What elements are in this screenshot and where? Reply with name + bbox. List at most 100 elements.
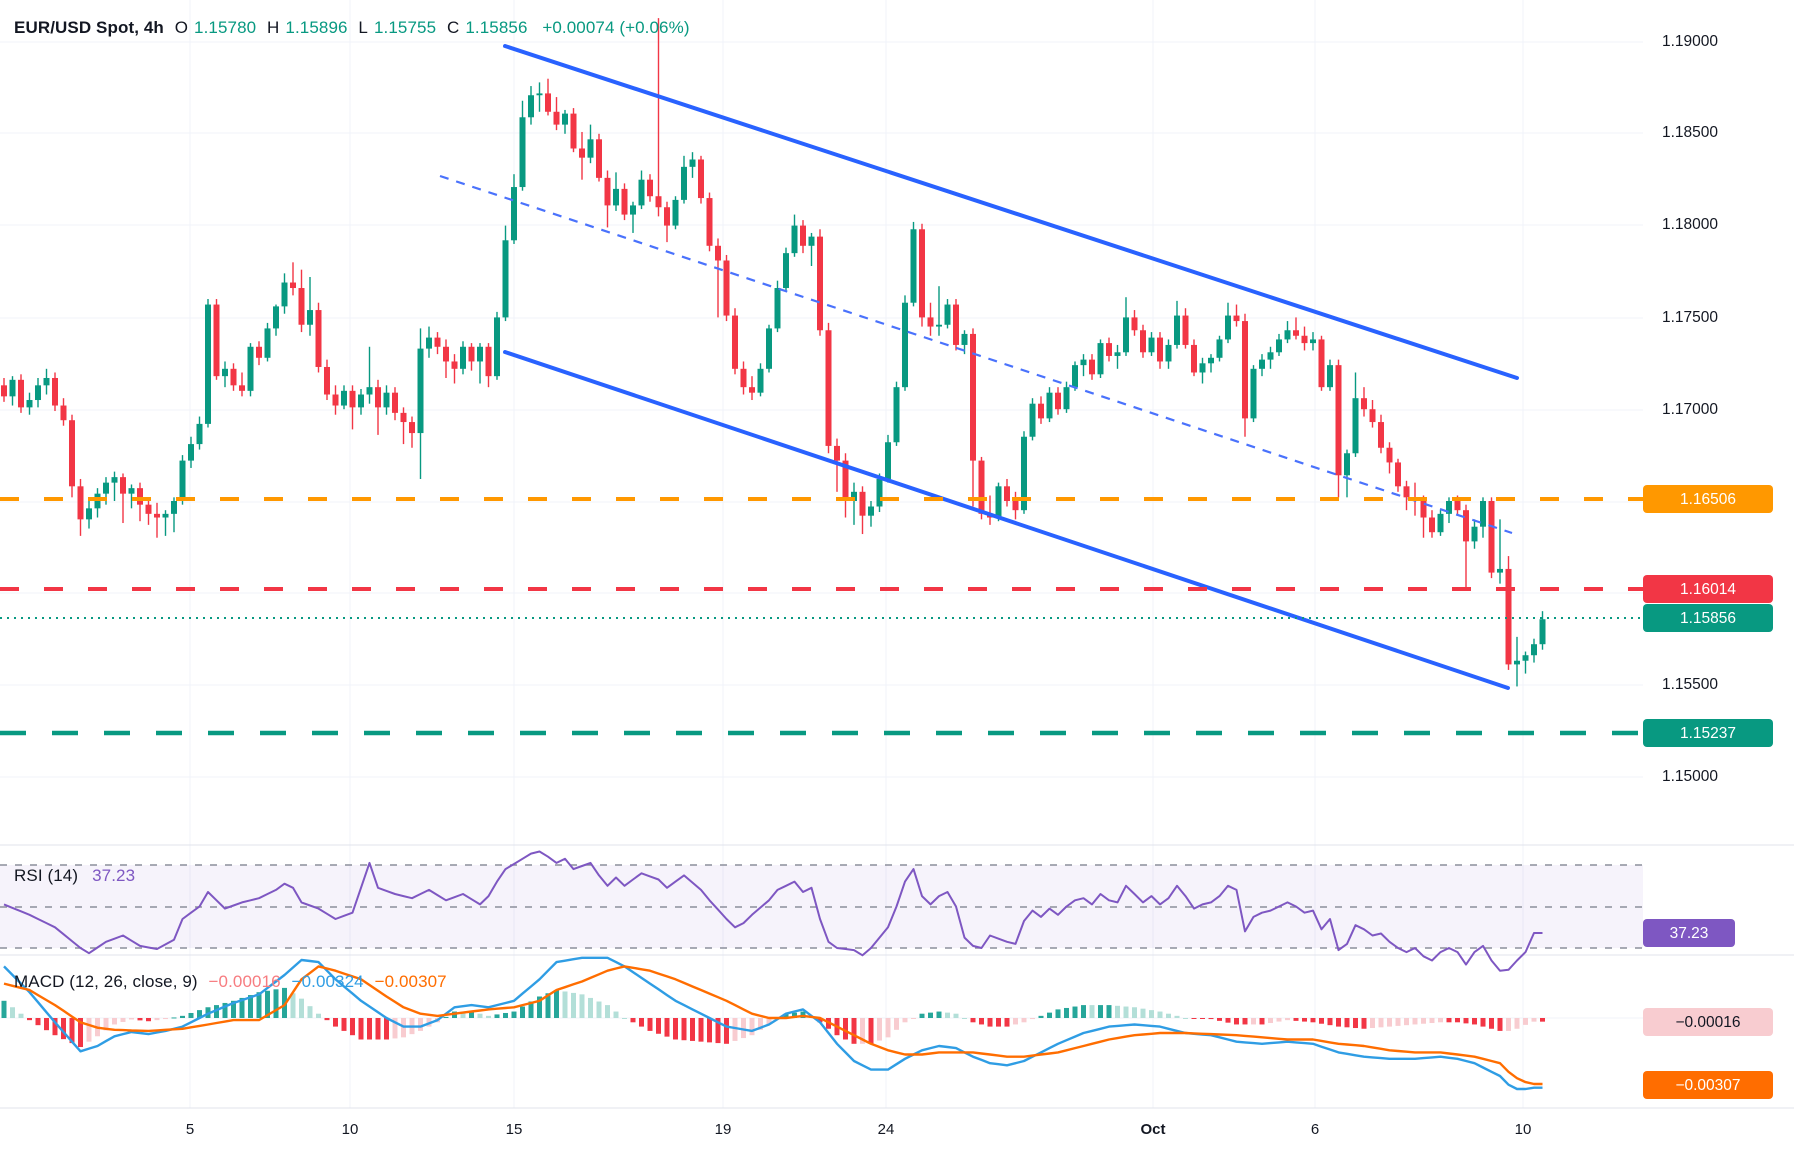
candle	[1369, 409, 1376, 423]
price-badge-1.16014: 1.16014	[1643, 575, 1773, 603]
rsi-legend[interactable]: RSI (14) 37.23	[14, 866, 141, 886]
macd-hist-bar	[571, 992, 576, 1018]
candle	[834, 445, 840, 461]
candle	[171, 501, 177, 514]
macd-hist-bar	[197, 1010, 202, 1018]
macd-hist-bar	[375, 1018, 381, 1040]
price-axis[interactable]: 1.19000 1.18500 1.18000 1.17500 1.17000 1.155…	[1643, 33, 1773, 1099]
candle	[1344, 453, 1350, 476]
macd-hist-bar	[214, 1005, 219, 1018]
macd-legend[interactable]: MACD (12, 26, close, 9) −0.00016 −0.0032…	[14, 972, 453, 992]
macd-hist-bar	[707, 1018, 712, 1043]
candles	[1, 18, 1546, 687]
svg-text:−0.00016: −0.00016	[1675, 1014, 1740, 1031]
macd-hist-bar	[324, 1018, 330, 1021]
candle	[443, 346, 449, 362]
macd-hist-bar	[443, 1016, 449, 1018]
macd-hist-bar	[486, 1015, 491, 1018]
candle	[740, 368, 747, 388]
macd-hist-bar	[1455, 1018, 1460, 1023]
candle	[766, 328, 772, 369]
candle	[579, 148, 585, 158]
macd-hist-bar	[188, 1012, 194, 1018]
change-value: +0.00074 (+0.06%)	[542, 18, 690, 37]
candle	[341, 390, 347, 406]
candle	[808, 236, 815, 246]
candle	[1531, 644, 1537, 656]
candle	[1080, 359, 1087, 366]
candle	[1029, 403, 1036, 437]
price-label-1.15000: 1.15000	[1662, 768, 1718, 785]
candle	[1454, 501, 1461, 511]
candle	[1191, 344, 1197, 373]
macd-hist-bar	[358, 1018, 364, 1040]
candle	[111, 477, 118, 483]
macd-hist-bar	[1038, 1015, 1044, 1018]
macd-hist-bar	[885, 1018, 891, 1038]
macd-hist-bar	[792, 1012, 797, 1018]
macd-hist-bar	[970, 1018, 976, 1023]
candle	[1140, 330, 1146, 353]
macd-hist-bar	[962, 1018, 967, 1019]
macd-hist-bar	[1378, 1018, 1384, 1028]
candle	[596, 139, 602, 178]
macd-hist-bar	[1361, 1018, 1367, 1029]
macd-hist-bar	[316, 1013, 321, 1018]
candle	[375, 387, 381, 408]
macd-signal-line	[3, 965, 1543, 1086]
candle	[604, 177, 611, 206]
candle	[1250, 368, 1257, 419]
macd-hist-bar	[554, 990, 559, 1018]
macd-hist-bar	[613, 1011, 619, 1018]
candle	[477, 346, 483, 362]
candle	[800, 225, 806, 246]
macd-hist-bar	[180, 1015, 185, 1018]
candle	[1318, 339, 1325, 388]
macd-hist-bar	[290, 993, 296, 1018]
macd-hist-bar	[1115, 1005, 1120, 1018]
date-label-5: 5	[186, 1121, 194, 1138]
candle	[1225, 315, 1231, 340]
candle	[1514, 660, 1520, 665]
macd-hist-bar	[1395, 1018, 1401, 1026]
candle	[1420, 501, 1427, 518]
macd-hist-bar	[1344, 1018, 1350, 1028]
date-axis[interactable]: 5 10 15 19 24 Oct 6 10	[186, 1121, 1532, 1138]
candle	[927, 317, 934, 327]
price-label-1.15500: 1.15500	[1662, 676, 1718, 693]
macd-hist-bar	[1497, 1018, 1503, 1031]
candle	[1046, 392, 1053, 419]
candle	[893, 387, 900, 443]
candle	[1327, 365, 1333, 388]
candle	[1106, 343, 1112, 356]
symbol-legend[interactable]: EUR/USD Spot, 4h O 1.15780 H 1.15896 L 1.15…	[14, 18, 696, 38]
candle	[366, 387, 373, 395]
macd-hist-bar	[137, 1018, 143, 1021]
macd-hist-bar	[1191, 1018, 1197, 1019]
macd-hist-bar	[86, 1018, 92, 1042]
macd-hist-bar	[732, 1018, 738, 1041]
candle	[349, 390, 356, 408]
macd-hist-bar	[1370, 1018, 1375, 1029]
macd-hist-bar	[545, 993, 551, 1018]
macd-hist-bar	[350, 1018, 355, 1036]
candle	[1063, 387, 1070, 410]
candle	[494, 317, 500, 377]
macd-hist-bar	[307, 1006, 313, 1018]
candle	[1429, 517, 1435, 533]
candle	[1403, 486, 1410, 498]
candle	[1182, 315, 1189, 345]
low-value: 1.15755	[373, 18, 437, 37]
macd-hist-bar	[503, 1012, 508, 1018]
candle	[307, 310, 313, 325]
candle	[944, 304, 951, 325]
macd-hist-bar	[1166, 1013, 1171, 1018]
date-label-24: 24	[878, 1121, 895, 1138]
macd-hist-bar	[1353, 1018, 1358, 1029]
macd-hist-bar	[877, 1018, 882, 1041]
candle	[145, 504, 152, 514]
macd-hist-bar	[741, 1018, 746, 1039]
macd-hist-bar	[664, 1018, 670, 1037]
candle	[842, 460, 849, 501]
